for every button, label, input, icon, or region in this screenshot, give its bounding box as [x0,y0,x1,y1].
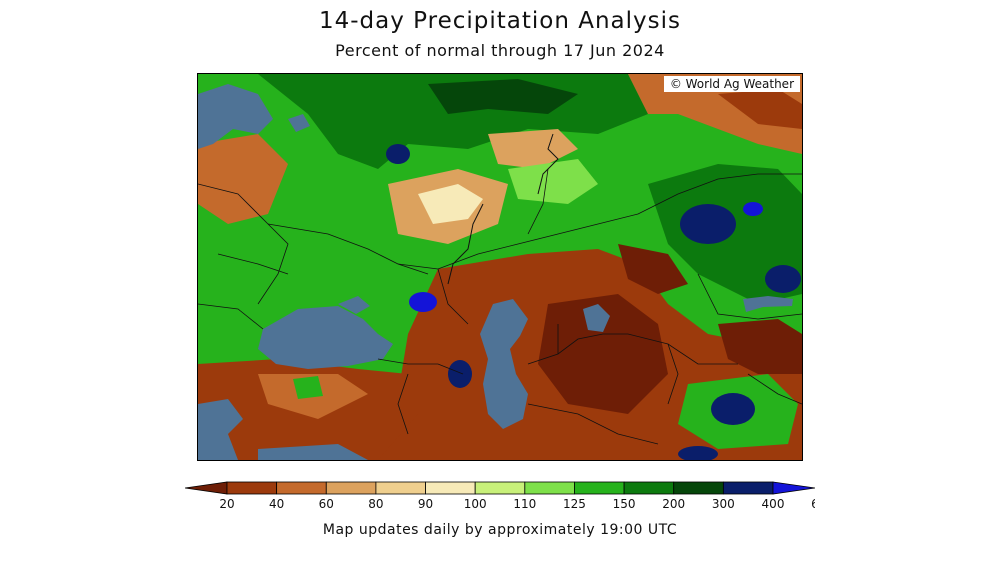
map-title: 14-day Precipitation Analysis [318,8,682,34]
legend-color-bar [185,481,815,495]
legend-swatch [425,481,476,495]
legend-label: 400 [762,497,785,511]
legend-label: 200 [662,497,685,511]
sea-of-azov [338,296,370,314]
map-subtitle: Percent of normal through 17 Jun 2024 [335,41,665,60]
tan-region-north-center [488,129,578,169]
legend-swatch [276,481,327,495]
baltic-sea [198,84,273,149]
legend-swatch [474,481,526,495]
blue-spot-southeast [711,393,755,425]
blue-spot-north [386,144,410,164]
legend-label: 40 [269,497,284,511]
blue-spot-caucasus [448,360,472,388]
color-legend: 20 40 60 80 90 100 110 125 150 200 300 400 600 [185,481,815,511]
dark-brown-northeast [718,89,802,129]
legend-label: 60 [319,497,334,511]
lake-balkhash [743,296,793,312]
caspian-sea [480,299,528,429]
legend-swatch [673,481,724,495]
lake-ladoga [288,114,310,132]
country-borders [198,168,802,445]
blue-spot-center [409,292,437,312]
legend-label: 600 [811,497,815,511]
legend-swatch [325,481,377,495]
light-region-center [418,184,483,224]
blue-spot-east-3 [743,202,763,216]
legend-label: 20 [219,497,234,511]
legend-label: 80 [368,497,383,511]
aegean-sea [198,399,243,460]
legend-label: 125 [563,497,586,511]
legend-swatch [375,481,426,495]
legend-arrow-high [772,481,815,495]
legend-label: 100 [464,497,487,511]
credit-label: © World Ag Weather [663,76,800,92]
green-patch-turkey [293,376,323,399]
legend-arrow-low [185,481,228,495]
light-green-patch-center [508,159,598,204]
legend-swatch [524,481,575,495]
blue-spot-east-1 [680,204,736,244]
update-note: Map updates daily by approximately 19:00… [322,522,678,538]
rivers [447,133,559,285]
legend-swatch [574,481,625,495]
orange-region-west [198,134,288,224]
dark-brown-region-south [538,294,668,414]
darkest-green-north [428,79,578,114]
legend-label: 90 [418,497,433,511]
mediterranean-sea [258,444,368,460]
legend-swatch [623,481,675,495]
dark-brown-region-east [618,244,688,294]
legend-swatch [722,481,774,495]
legend-label: 110 [513,497,536,511]
black-sea [258,306,393,369]
legend-label: 300 [712,497,735,511]
map-canvas [198,74,802,460]
dark-brown-region-southeast [718,319,802,374]
blue-spot-east-2 [765,265,801,293]
blue-spot-south [678,446,718,460]
legend-label: 150 [613,497,636,511]
legend-swatch [226,481,278,495]
precipitation-map: © World Ag Weather [197,73,803,461]
legend-labels: 20 40 60 80 90 100 110 125 150 200 300 400 600 [219,497,815,511]
aral-sea [583,304,610,332]
